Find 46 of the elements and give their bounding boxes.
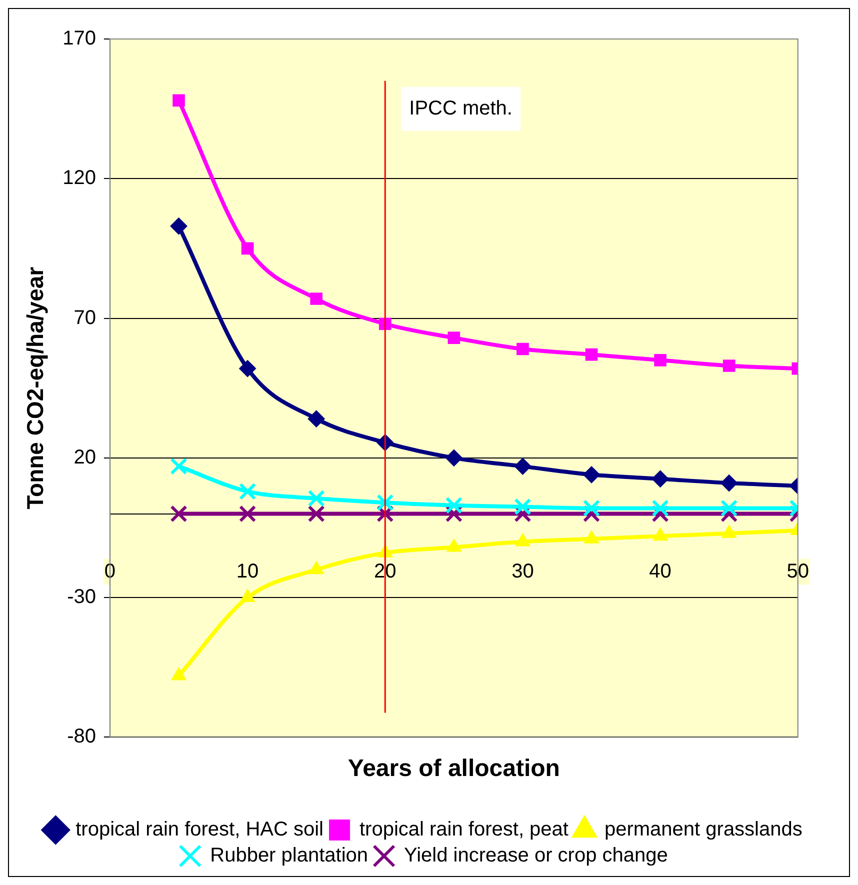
point: [583, 466, 600, 484]
x-tick-label: 50: [786, 560, 809, 582]
point: [238, 505, 256, 522]
point: [238, 482, 256, 500]
y-tick-label: 20: [74, 446, 96, 468]
point: [652, 500, 669, 517]
point: [720, 474, 738, 492]
x-axis-title: Years of allocation: [348, 755, 560, 782]
point: [241, 242, 254, 255]
point: [310, 292, 322, 305]
y-axis-title: Tonne CO2-eq/ha/year: [22, 266, 48, 510]
point: [170, 218, 188, 235]
point: [308, 490, 325, 507]
point: [239, 360, 256, 378]
y-tick-label: 120: [62, 167, 96, 190]
y-tick-label: 170: [62, 28, 96, 50]
point: [170, 458, 188, 475]
legend-label: tropical rain forest, peat: [359, 818, 569, 841]
point: [516, 342, 529, 356]
point: [170, 505, 188, 522]
point: [582, 500, 600, 517]
point: [376, 494, 394, 512]
point: [172, 94, 185, 107]
point: [445, 496, 462, 514]
point: [585, 348, 598, 361]
x-tick-label: 10: [236, 560, 259, 582]
y-tick-label: 70: [74, 306, 96, 329]
point: [308, 505, 325, 522]
legend-label: Yield increase or crop change: [404, 844, 668, 867]
y-tick-label: -30: [67, 586, 96, 608]
point: [722, 360, 736, 372]
legend-label: permanent grasslands: [604, 818, 802, 841]
x-tick-label: 30: [512, 560, 534, 582]
y-tick-label: -80: [67, 726, 96, 748]
point: [445, 449, 462, 466]
ref-line-label: IPCC meth.: [409, 97, 512, 120]
point: [720, 500, 738, 517]
legend-label: tropical rain forest, HAC soil: [76, 818, 324, 841]
point: [448, 332, 460, 344]
point: [514, 458, 532, 475]
point: [308, 410, 325, 428]
point: [654, 354, 666, 366]
point: [652, 470, 669, 488]
x-tick-label: 40: [649, 560, 672, 582]
point: [514, 498, 532, 516]
legend-label: Rubber plantation: [210, 844, 368, 867]
